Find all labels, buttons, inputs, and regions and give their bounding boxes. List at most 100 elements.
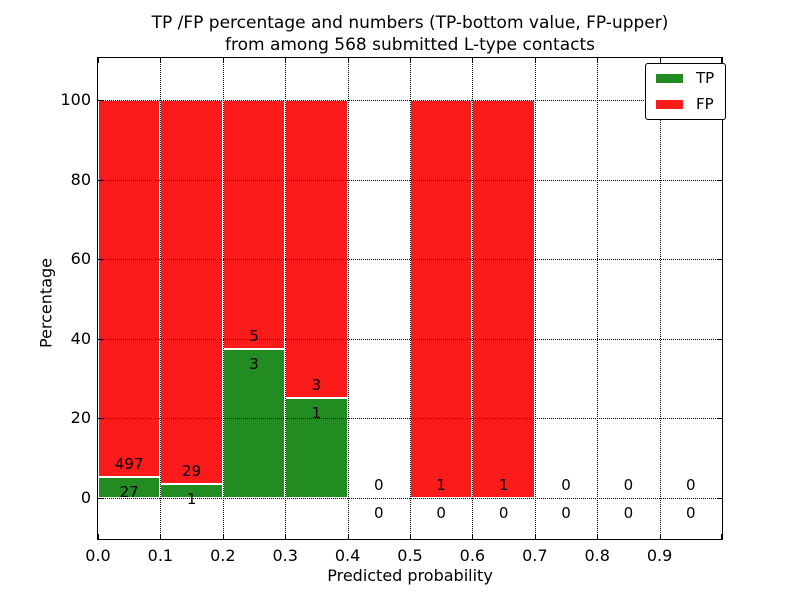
x-tick-mark	[285, 534, 287, 539]
bar-segment-fp	[285, 100, 348, 399]
tp-count-label: 3	[249, 354, 259, 373]
tp-count-label: 0	[561, 503, 571, 522]
v-gridline	[534, 58, 536, 539]
plot-area: 497 27 29 1 5 3 3 1 0 0 1 0 1 0 0 0 0 0 0 0	[97, 57, 723, 540]
tp-count-label: 27	[119, 483, 139, 502]
tp-count-label: 0	[623, 503, 634, 522]
legend-swatch-tp	[656, 74, 683, 83]
x-tick-mark	[285, 58, 287, 63]
x-tick-mark	[534, 58, 536, 63]
legend-label: FP	[696, 95, 714, 113]
fp-count-label: 5	[249, 326, 259, 345]
v-gridline	[410, 58, 411, 539]
x-tick-label: 0.7	[522, 546, 548, 565]
grid-layer	[98, 58, 722, 539]
x-tick-mark	[222, 58, 224, 63]
v-gridline	[659, 58, 661, 539]
y-tick-label: 100	[60, 90, 91, 110]
x-tick-mark	[222, 534, 224, 539]
tp-count-label: 0	[374, 503, 384, 522]
y-tick-mark	[98, 497, 103, 499]
x-tick-mark	[410, 58, 411, 63]
x-tick-mark	[659, 534, 661, 539]
bar-segment-fp	[160, 100, 223, 485]
fp-count-label: 0	[374, 475, 384, 494]
y-tick-mark	[717, 418, 722, 420]
chart-title-line2: from among 568 submitted L-type contacts	[224, 35, 595, 55]
x-tick-mark	[347, 58, 349, 63]
v-gridline	[222, 58, 224, 539]
bar-segment-tp	[285, 398, 348, 498]
x-axis-label: Predicted probability	[327, 566, 493, 585]
v-gridline	[472, 58, 474, 539]
x-tick-label: 0.1	[147, 546, 174, 565]
x-tick-label: 0.4	[334, 546, 361, 565]
x-tick-mark	[597, 58, 599, 63]
tp-count-label: 1	[186, 490, 197, 509]
tp-count-label: 0	[436, 503, 446, 522]
v-gridline	[347, 58, 349, 539]
legend-item-tp: TP	[656, 71, 714, 86]
x-tick-mark	[721, 58, 722, 63]
bar-segment-fp	[410, 100, 473, 498]
fp-count-label: 0	[561, 475, 571, 494]
x-tick-label: 0.9	[646, 546, 673, 565]
x-tick-mark	[410, 534, 411, 539]
legend-item-fp: FP	[656, 97, 714, 112]
v-gridline	[160, 58, 162, 539]
x-tick-label: 0.8	[584, 546, 610, 565]
fp-count-label: 1	[436, 475, 446, 494]
x-tick-mark	[160, 58, 162, 63]
y-tick-label: 0	[80, 487, 91, 507]
y-tick-mark	[717, 259, 722, 261]
fp-count-label: 0	[623, 475, 634, 494]
bar-segment-fp	[472, 100, 535, 498]
y-axis-label: Percentage	[36, 257, 56, 349]
bar-segment-tp	[222, 348, 286, 498]
y-tick-label: 60	[70, 249, 91, 269]
y-tick-mark	[717, 497, 722, 499]
fp-count-label: 1	[498, 475, 509, 494]
y-tick-label: 20	[70, 408, 91, 428]
x-tick-mark	[659, 58, 661, 63]
x-tick-label: 0.3	[272, 546, 298, 565]
y-tick-mark	[98, 338, 103, 340]
v-gridline	[285, 58, 287, 539]
legend: TP FP	[645, 63, 727, 120]
fp-count-label: 0	[686, 475, 696, 494]
x-tick-mark	[472, 534, 474, 539]
x-tick-mark	[160, 534, 162, 539]
y-tick-mark	[98, 179, 103, 181]
x-tick-mark	[721, 534, 722, 539]
y-tick-mark	[98, 259, 103, 261]
fp-count-label: 29	[182, 462, 202, 481]
x-tick-label: 0.5	[397, 546, 423, 565]
bars-layer	[98, 58, 722, 539]
tp-count-label: 1	[311, 404, 322, 423]
count-labels-layer: 497 27 29 1 5 3 3 1 0 0 1 0 1 0 0 0 0 0 0 0	[98, 58, 722, 539]
x-tick-mark	[98, 534, 99, 539]
y-tick-mark	[98, 418, 103, 420]
tp-count-label: 0	[686, 503, 696, 522]
legend-swatch-fp	[656, 100, 683, 109]
fp-count-label: 3	[311, 376, 322, 395]
x-tick-mark	[597, 534, 599, 539]
x-tick-mark	[347, 534, 349, 539]
x-tick-label: 0.6	[459, 546, 486, 565]
v-gridline	[597, 58, 599, 539]
chart-title-line1: TP /FP percentage and numbers (TP-bottom…	[151, 13, 669, 33]
y-tick-mark	[717, 338, 722, 340]
x-tick-mark	[98, 58, 99, 63]
bar-segment-fp	[98, 100, 161, 478]
x-tick-mark	[534, 534, 536, 539]
x-tick-label: 0.0	[85, 546, 111, 565]
y-tick-mark	[98, 100, 103, 102]
fp-count-label: 497	[114, 455, 144, 474]
legend-label: TP	[696, 69, 715, 87]
tp-count-label: 0	[498, 503, 509, 522]
bar-segment-tp	[98, 477, 161, 498]
x-tick-label: 0.2	[210, 546, 236, 565]
y-tick-label: 80	[70, 169, 91, 189]
y-tick-mark	[717, 179, 722, 181]
